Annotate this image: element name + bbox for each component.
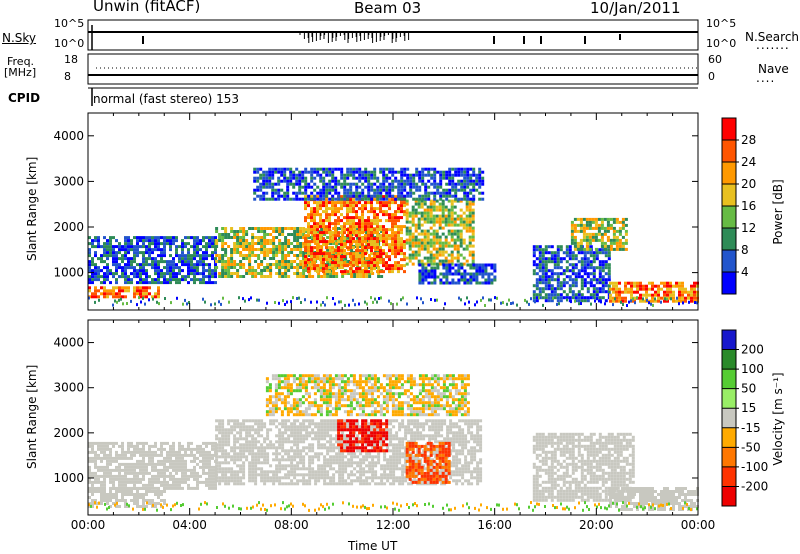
power-colorbar-band	[722, 118, 736, 140]
velocity-region-4	[405, 441, 451, 484]
nave-dots: ....	[756, 71, 776, 85]
cpid-text: normal (fast stereo) 153	[93, 92, 240, 106]
velocity-colorbar-tick-label: 100	[741, 362, 764, 376]
velocity-colorbar-band	[722, 349, 736, 370]
power-colorbar-tick-label: 4	[741, 265, 749, 279]
velocity-region-3	[337, 419, 389, 453]
power-colorbar-band	[722, 206, 736, 228]
power-near-range-noise	[88, 296, 698, 307]
nsearch-dots: .......	[756, 38, 790, 52]
power-colorbar-band	[722, 228, 736, 250]
power-region-0	[88, 286, 160, 299]
velocity-region-5	[265, 374, 470, 417]
power-colorbar-band	[722, 162, 736, 184]
xtick-label: 12:00	[376, 518, 411, 532]
velocity-ytick-label: 3000	[53, 381, 84, 395]
power-ytick-label: 4000	[53, 129, 84, 143]
velocity-near-range-noise	[88, 501, 698, 512]
nave-tick-top: 60	[708, 53, 722, 66]
velocity-colorbar-band	[722, 369, 736, 389]
xtick-label: 16:00	[477, 518, 512, 532]
freq-unit: [MHz]	[4, 66, 37, 79]
cpid-label: CPID	[8, 91, 41, 105]
velocity-region-1	[88, 441, 217, 490]
velocity-region-6	[532, 432, 635, 502]
velocity-ytick-label: 2000	[53, 426, 84, 440]
power-region-6	[418, 263, 497, 285]
power-colorbar-tick-label: 8	[741, 243, 749, 257]
velocity-colorbar-band	[722, 447, 736, 467]
nsearch-tick-bottom: 10^0	[706, 37, 737, 50]
power-colorbar-band	[722, 272, 736, 294]
station-title: Unwin (fitACF)	[93, 0, 201, 15]
velocity-colorbar-frame	[721, 329, 737, 507]
power-region-5	[253, 167, 485, 201]
freq-tick-bottom: 8	[64, 70, 71, 83]
power-colorbar-band	[722, 184, 736, 206]
velocity-colorbar-tick-label: 15	[741, 401, 756, 415]
power-colorbar-band	[722, 140, 736, 162]
nsky-label: N.Sky	[2, 31, 37, 45]
velocity-colorbar-tick-label: -15	[741, 421, 761, 435]
nave-tick-bottom: 0	[708, 70, 715, 83]
nsearch-label: N.Search	[745, 30, 800, 44]
power-colorbar-band	[722, 250, 736, 272]
power-region-4	[405, 199, 475, 266]
beam-title: Beam 03	[354, 0, 422, 17]
date-title: 10/Jan/2011	[590, 0, 681, 17]
power-ytick-label: 3000	[53, 174, 84, 188]
power-region-7	[532, 245, 611, 303]
power-region-1	[88, 236, 217, 285]
xtick-label: 20:00	[579, 518, 614, 532]
power-ytick-label: 1000	[53, 266, 84, 280]
freq-panel-frame	[87, 53, 699, 85]
nsky-tick-bottom: 10^0	[54, 37, 85, 50]
velocity-colorbar-band	[722, 408, 736, 428]
velocity-ytick-label: 1000	[53, 471, 84, 485]
nave-label: Nave	[758, 62, 789, 76]
power-colorbar-tick-label: 12	[741, 221, 756, 235]
velocity-ytick-label: 4000	[53, 336, 84, 350]
velocity-region-7	[609, 487, 699, 511]
xtick-label: 00:00	[71, 518, 106, 532]
velocity-colorbar-tick-label: -200	[741, 479, 768, 493]
power-colorbar-tick-label: 16	[741, 199, 756, 213]
velocity-colorbar-band	[722, 330, 736, 350]
velocity-colorbar-band	[722, 486, 736, 506]
power-colorbar-tick-label: 28	[741, 133, 756, 147]
nsky-tick-top: 10^5	[54, 17, 85, 30]
x-axis-label: Time UT	[348, 539, 398, 553]
velocity-colorbar-band	[722, 388, 736, 409]
power-region-9	[570, 217, 628, 251]
nsearch-tick-top: 10^5	[706, 17, 737, 30]
power-region-3	[304, 195, 406, 274]
velocity-colorbar-tick-label: 200	[741, 343, 764, 357]
xtick-label: 04:00	[172, 518, 207, 532]
power-colorbar-tick-label: 24	[741, 155, 756, 169]
freq-label: Freq.	[7, 55, 35, 68]
velocity-colorbar-tick-label: -50	[741, 440, 761, 454]
velocity-colorbar-tick-label: 50	[741, 382, 756, 396]
nsky-panel-frame	[87, 19, 699, 51]
velocity-colorbar-tick-label: -100	[741, 460, 768, 474]
power-ytick-label: 2000	[53, 220, 84, 234]
power-colorbar-tick-label: 20	[741, 177, 756, 191]
velocity-colorbar-band	[722, 466, 736, 487]
xtick-label: 08:00	[274, 518, 309, 532]
freq-tick-top: 18	[64, 53, 78, 66]
xtick-label: 00:00	[681, 518, 716, 532]
velocity-colorbar-band	[722, 427, 736, 448]
